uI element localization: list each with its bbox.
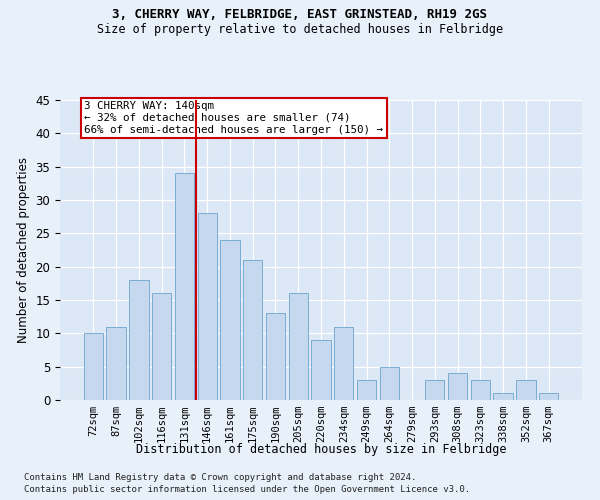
Text: Contains public sector information licensed under the Open Government Licence v3: Contains public sector information licen…	[24, 485, 470, 494]
Bar	[311, 340, 331, 400]
Bar	[243, 260, 262, 400]
Bar	[425, 380, 445, 400]
Bar	[516, 380, 536, 400]
Text: Contains HM Land Registry data © Crown copyright and database right 2024.: Contains HM Land Registry data © Crown c…	[24, 472, 416, 482]
Bar	[106, 326, 126, 400]
Bar	[380, 366, 399, 400]
Bar	[84, 334, 103, 400]
Bar	[334, 326, 353, 400]
Y-axis label: Number of detached properties: Number of detached properties	[17, 157, 30, 343]
Bar	[448, 374, 467, 400]
Bar	[539, 394, 558, 400]
Bar	[266, 314, 285, 400]
Bar	[357, 380, 376, 400]
Text: Distribution of detached houses by size in Felbridge: Distribution of detached houses by size …	[136, 442, 506, 456]
Bar	[175, 174, 194, 400]
Bar	[220, 240, 239, 400]
Text: Size of property relative to detached houses in Felbridge: Size of property relative to detached ho…	[97, 22, 503, 36]
Bar	[197, 214, 217, 400]
Bar	[493, 394, 513, 400]
Bar	[129, 280, 149, 400]
Text: 3, CHERRY WAY, FELBRIDGE, EAST GRINSTEAD, RH19 2GS: 3, CHERRY WAY, FELBRIDGE, EAST GRINSTEAD…	[113, 8, 487, 20]
Bar	[152, 294, 172, 400]
Bar	[470, 380, 490, 400]
Bar	[289, 294, 308, 400]
Text: 3 CHERRY WAY: 140sqm
← 32% of detached houses are smaller (74)
66% of semi-detac: 3 CHERRY WAY: 140sqm ← 32% of detached h…	[84, 102, 383, 134]
